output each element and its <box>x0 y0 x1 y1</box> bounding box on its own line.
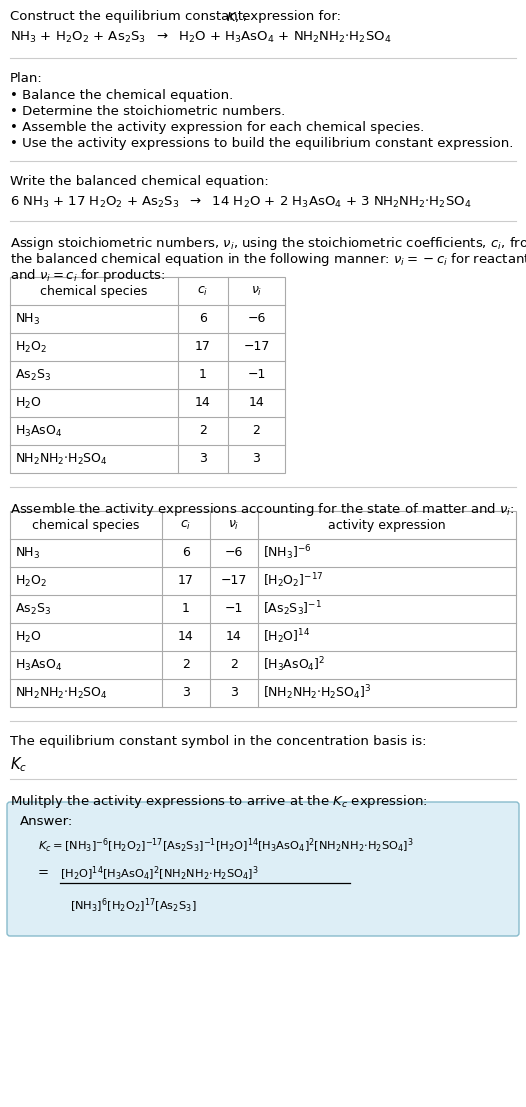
Text: −6: −6 <box>247 312 266 325</box>
Text: Write the balanced chemical equation:: Write the balanced chemical equation: <box>10 175 269 188</box>
Text: expression for:: expression for: <box>238 10 341 23</box>
Text: H$_2$O: H$_2$O <box>15 630 42 644</box>
Bar <box>10 277 285 473</box>
Text: [NH$_2$NH$_2$$\cdot$H$_2$SO$_4$]$^{3}$: [NH$_2$NH$_2$$\cdot$H$_2$SO$_4$]$^{3}$ <box>263 684 371 702</box>
Text: • Determine the stoichiometric numbers.: • Determine the stoichiometric numbers. <box>10 105 285 118</box>
Text: $[\mathrm{H_2O}]^{14} [\mathrm{H_3AsO_4}]^{2} [\mathrm{NH_2NH_2{\cdot}H_2SO_4}]^: $[\mathrm{H_2O}]^{14} [\mathrm{H_3AsO_4}… <box>60 865 259 883</box>
Text: NH$_3$ + H$_2$O$_2$ + As$_2$S$_3$  $\rightarrow$  H$_2$O + H$_3$AsO$_4$ + NH$_2$: NH$_3$ + H$_2$O$_2$ + As$_2$S$_3$ $\righ… <box>10 30 391 45</box>
Text: $\nu_i$: $\nu_i$ <box>228 518 240 531</box>
Text: • Use the activity expressions to build the equilibrium constant expression.: • Use the activity expressions to build … <box>10 137 513 151</box>
Text: $[\mathrm{NH_3}]^{6} [\mathrm{H_2O_2}]^{17} [\mathrm{As_2S_3}]$: $[\mathrm{NH_3}]^{6} [\mathrm{H_2O_2}]^{… <box>70 897 197 915</box>
Text: 14: 14 <box>178 631 194 643</box>
Text: chemical species: chemical species <box>41 284 148 298</box>
Text: chemical species: chemical species <box>32 518 140 531</box>
Text: 2: 2 <box>199 424 207 437</box>
Text: −6: −6 <box>225 547 243 559</box>
Text: and $\nu_i = c_i$ for products:: and $\nu_i = c_i$ for products: <box>10 267 166 284</box>
Text: $\nu_i$: $\nu_i$ <box>251 284 262 298</box>
Text: Construct the equilibrium constant,: Construct the equilibrium constant, <box>10 10 251 23</box>
Text: NH$_3$: NH$_3$ <box>15 311 41 327</box>
Text: $c_i$: $c_i$ <box>180 518 191 531</box>
Text: H$_2$O$_2$: H$_2$O$_2$ <box>15 340 47 354</box>
Text: • Assemble the activity expression for each chemical species.: • Assemble the activity expression for e… <box>10 121 424 134</box>
Text: H$_3$AsO$_4$: H$_3$AsO$_4$ <box>15 424 63 438</box>
Text: • Balance the chemical equation.: • Balance the chemical equation. <box>10 89 233 102</box>
Text: H$_2$O$_2$: H$_2$O$_2$ <box>15 573 47 589</box>
Text: −17: −17 <box>221 575 247 588</box>
Text: As$_2$S$_3$: As$_2$S$_3$ <box>15 601 51 617</box>
Text: 3: 3 <box>182 686 190 700</box>
Text: =: = <box>38 867 49 879</box>
Text: NH$_3$: NH$_3$ <box>15 546 41 560</box>
Text: −1: −1 <box>225 602 243 615</box>
Text: Answer:: Answer: <box>20 815 73 828</box>
Text: NH$_2$NH$_2$$\cdot$H$_2$SO$_4$: NH$_2$NH$_2$$\cdot$H$_2$SO$_4$ <box>15 685 108 701</box>
Text: Plan:: Plan: <box>10 72 43 85</box>
Text: 3: 3 <box>230 686 238 700</box>
Bar <box>10 511 516 707</box>
Text: −1: −1 <box>247 369 266 382</box>
Text: Assign stoichiometric numbers, $\nu_i$, using the stoichiometric coefficients, $: Assign stoichiometric numbers, $\nu_i$, … <box>10 235 526 252</box>
Text: $c_i$: $c_i$ <box>197 284 209 298</box>
Text: 3: 3 <box>252 453 260 466</box>
Text: 2: 2 <box>252 424 260 437</box>
Text: 6 NH$_3$ + 17 H$_2$O$_2$ + As$_2$S$_3$  $\rightarrow$  14 H$_2$O + 2 H$_3$AsO$_4: 6 NH$_3$ + 17 H$_2$O$_2$ + As$_2$S$_3$ $… <box>10 195 471 210</box>
Text: 14: 14 <box>249 396 265 410</box>
Text: 1: 1 <box>182 602 190 615</box>
Text: [H$_2$O$_2$]$^{-17}$: [H$_2$O$_2$]$^{-17}$ <box>263 571 323 590</box>
Text: 6: 6 <box>182 547 190 559</box>
Text: [As$_2$S$_3$]$^{-1}$: [As$_2$S$_3$]$^{-1}$ <box>263 600 322 619</box>
Text: −17: −17 <box>244 341 270 353</box>
Text: activity expression: activity expression <box>328 518 446 531</box>
Text: $\mathit{K}_c$: $\mathit{K}_c$ <box>10 755 27 774</box>
Text: 1: 1 <box>199 369 207 382</box>
Text: The equilibrium constant symbol in the concentration basis is:: The equilibrium constant symbol in the c… <box>10 735 427 748</box>
Text: 3: 3 <box>199 453 207 466</box>
Text: [NH$_3$]$^{-6}$: [NH$_3$]$^{-6}$ <box>263 544 311 562</box>
Text: 2: 2 <box>230 659 238 672</box>
Text: Assemble the activity expressions accounting for the state of matter and $\nu_i$: Assemble the activity expressions accoun… <box>10 501 515 518</box>
Text: the balanced chemical equation in the following manner: $\nu_i = -c_i$ for react: the balanced chemical equation in the fo… <box>10 251 526 268</box>
Text: 6: 6 <box>199 312 207 325</box>
Text: H$_2$O: H$_2$O <box>15 395 42 411</box>
Text: As$_2$S$_3$: As$_2$S$_3$ <box>15 368 51 383</box>
Text: H$_3$AsO$_4$: H$_3$AsO$_4$ <box>15 658 63 673</box>
Text: $K_c = [\mathrm{NH_3}]^{-6} [\mathrm{H_2O_2}]^{-17} [\mathrm{As_2S_3}]^{-1}[\mat: $K_c = [\mathrm{NH_3}]^{-6} [\mathrm{H_2… <box>38 837 413 856</box>
Text: [H$_3$AsO$_4$]$^{2}$: [H$_3$AsO$_4$]$^{2}$ <box>263 655 326 674</box>
Text: 14: 14 <box>226 631 242 643</box>
Text: 2: 2 <box>182 659 190 672</box>
Text: [H$_2$O]$^{14}$: [H$_2$O]$^{14}$ <box>263 628 310 646</box>
Text: NH$_2$NH$_2$$\cdot$H$_2$SO$_4$: NH$_2$NH$_2$$\cdot$H$_2$SO$_4$ <box>15 452 108 466</box>
Text: $K$,: $K$, <box>226 10 239 24</box>
FancyBboxPatch shape <box>7 801 519 937</box>
Text: 17: 17 <box>178 575 194 588</box>
Text: 17: 17 <box>195 341 211 353</box>
Text: Mulitply the activity expressions to arrive at the $K_c$ expression:: Mulitply the activity expressions to arr… <box>10 793 428 810</box>
Text: 14: 14 <box>195 396 211 410</box>
